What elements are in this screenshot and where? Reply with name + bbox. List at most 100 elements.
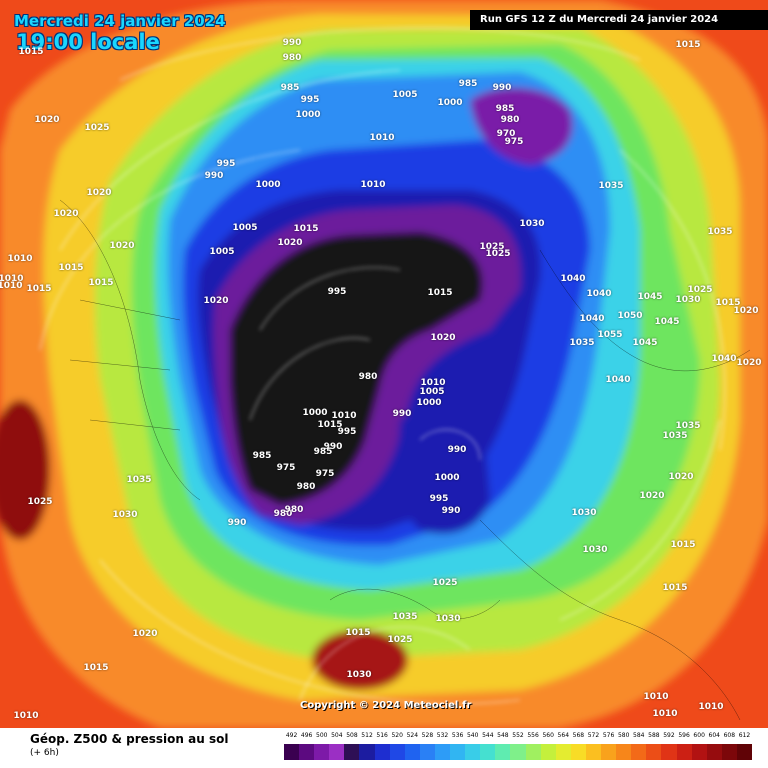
isobar-label: 1015: [427, 288, 453, 298]
isobar-label: 1015: [675, 40, 701, 50]
scale-tick-label: 608: [723, 732, 736, 739]
isobar-label: 1020: [109, 241, 135, 251]
atlantic-ridge: [0, 400, 50, 540]
isobar-label: 1015: [670, 540, 696, 550]
isobar-label: 1020: [277, 238, 303, 248]
scale-swatch: [510, 744, 527, 760]
scale-tick-label: 572: [587, 732, 600, 739]
isobar-label: 980: [500, 115, 520, 125]
isobar-label: 1020: [733, 306, 759, 316]
isobar-label: 1010: [0, 281, 23, 291]
scale-tick-label: 580: [617, 732, 630, 739]
isobar-label: 1010: [698, 702, 724, 712]
isobar-label: 1055: [597, 330, 623, 340]
scale-swatch: [736, 744, 753, 760]
scale-tick-label: 584: [633, 732, 645, 739]
isobar-label: 1025: [432, 578, 458, 588]
isobar-label: 990: [492, 83, 512, 93]
isobar-label: 980: [284, 505, 304, 515]
isobar-label: 1015: [345, 628, 371, 638]
isobar-label: 1015: [293, 224, 319, 234]
isobar-label: 990: [323, 442, 343, 452]
isobar-label: 1030: [112, 510, 138, 520]
scale-tick-label: 592: [663, 732, 675, 739]
isobar-label: 1030: [675, 295, 701, 305]
isobar-label: 990: [441, 506, 461, 516]
isobar-label: 1040: [579, 314, 605, 324]
isobar-label: 1015: [18, 47, 44, 57]
isobar-label: 975: [276, 463, 296, 473]
scale-swatch: [631, 744, 647, 760]
scale-swatch: [480, 744, 496, 760]
scale-tick-label: 556: [527, 732, 539, 739]
isobar-label: 1020: [668, 472, 694, 482]
isobar-label: 1030: [571, 508, 597, 518]
scale-tick-label: 508: [346, 732, 358, 739]
south-core-blue: [398, 408, 490, 534]
isobar-label: 1025: [687, 285, 713, 295]
isobar-label: 1035: [707, 227, 733, 237]
isobar-label: 995: [327, 287, 347, 297]
isobar-label: 1010: [0, 274, 24, 284]
isobar-label: 1005: [392, 90, 418, 100]
scale-tick-label: 512: [361, 732, 373, 739]
scale-tick-label: 612: [738, 732, 751, 739]
scale-swatch: [616, 744, 632, 760]
isobar-label: 1010: [331, 411, 357, 421]
isobar-label: 1025: [485, 249, 511, 259]
isobar-label: 1015: [26, 284, 52, 294]
isobar-label: 975: [504, 137, 524, 147]
scale-swatch: [465, 744, 481, 760]
isobar-label: 1020: [430, 333, 456, 343]
isobar-label: 1015: [88, 278, 114, 288]
isobar-label: 1035: [662, 431, 688, 441]
isobar-label: 1020: [203, 296, 229, 306]
isobar-label: 1040: [711, 354, 737, 364]
isobar-label: 1030: [519, 219, 545, 229]
scale-tick-label: 492: [285, 732, 298, 739]
legend-title: Géop. Z500 & pression au sol: [30, 732, 229, 746]
isobar-label: 1000: [416, 398, 442, 408]
copyright-label: Copyright © 2024 Meteociel.fr: [300, 700, 472, 711]
isobar-label: 1010: [420, 378, 446, 388]
scale-swatch: [540, 744, 557, 760]
isobar-label: 1035: [126, 475, 152, 485]
isobar-label: 1050: [617, 311, 643, 321]
isobar-label: 1015: [662, 583, 688, 593]
scale-tick-label: 524: [406, 732, 419, 739]
isobar-label: 1015: [58, 263, 84, 273]
scale-tick-label: 588: [648, 732, 660, 739]
isobar-label: 1005: [232, 223, 258, 233]
isobar-label: 1025: [387, 635, 413, 645]
isobar-label: 1000: [434, 473, 460, 483]
isobar-label: 1020: [34, 115, 60, 125]
isobar-label: 1000: [255, 180, 281, 190]
isobar-label: 1025: [479, 242, 505, 252]
isobar-label: 980: [282, 53, 302, 63]
scale-tick-label: 596: [678, 732, 690, 739]
isobar-label: 985: [280, 83, 300, 93]
scale-swatch: [314, 744, 330, 760]
scale-tick-label: 504: [331, 732, 343, 739]
isobar-label: 980: [358, 372, 378, 382]
scale-tick-label: 560: [542, 732, 554, 739]
scale-tick-label: 576: [602, 732, 615, 739]
isobar-label: 1015: [317, 420, 343, 430]
isobar-label: 1035: [598, 181, 624, 191]
scale-tick-label: 496: [300, 732, 313, 739]
scale-tick-label: 540: [466, 732, 479, 739]
scale-swatch: [676, 744, 693, 760]
scale-swatch: [525, 744, 542, 760]
scale-tick-label: 520: [391, 732, 403, 739]
isobar-label: 1020: [132, 629, 158, 639]
scale-tick-label: 600: [693, 732, 705, 739]
isobar-label: 985: [495, 104, 515, 114]
isobar-label: 985: [252, 451, 272, 461]
isobar-label: 1030: [435, 614, 461, 624]
isobar-label: 1025: [84, 123, 110, 133]
scale-tick-label: 500: [316, 732, 328, 739]
med-low: [312, 630, 408, 690]
scale-tick-label: 532: [436, 732, 449, 739]
isobar-label: 1025: [27, 497, 53, 507]
isobar-label: 985: [313, 447, 333, 457]
